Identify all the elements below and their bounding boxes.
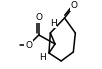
Text: O: O: [70, 2, 78, 10]
Text: O: O: [25, 41, 32, 49]
Text: H: H: [50, 18, 56, 28]
Text: H: H: [39, 53, 46, 63]
Text: O: O: [35, 14, 42, 22]
